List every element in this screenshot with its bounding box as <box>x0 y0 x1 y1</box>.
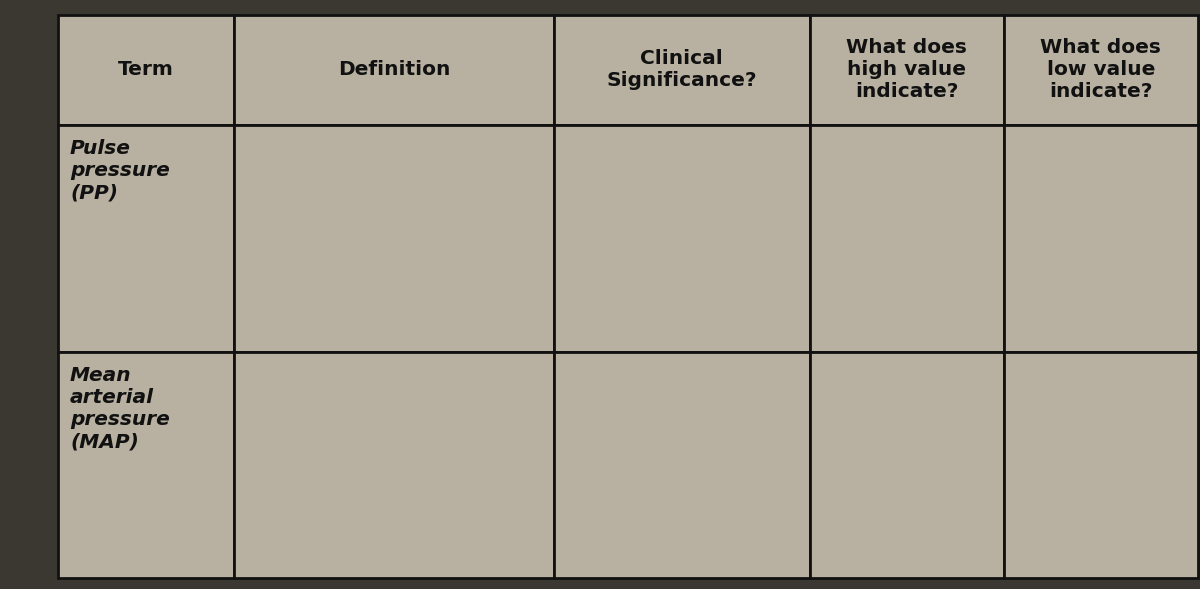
Bar <box>553 352 810 578</box>
Text: Term: Term <box>118 60 174 79</box>
Bar <box>1004 125 1198 352</box>
Bar <box>234 125 553 352</box>
Text: Mean
arterial
pressure
(MAP): Mean arterial pressure (MAP) <box>70 366 169 451</box>
Bar <box>810 125 1003 352</box>
Text: What does
low value
indicate?: What does low value indicate? <box>1040 38 1162 101</box>
Bar <box>1004 15 1198 125</box>
Bar <box>1004 352 1198 578</box>
Bar <box>553 125 810 352</box>
Bar <box>553 15 810 125</box>
Bar <box>234 15 553 125</box>
Text: Pulse
pressure
(PP): Pulse pressure (PP) <box>70 140 169 203</box>
Bar <box>234 352 553 578</box>
Bar <box>58 125 234 352</box>
Bar <box>58 15 234 125</box>
Bar <box>810 352 1003 578</box>
Bar <box>810 15 1003 125</box>
Bar <box>58 352 234 578</box>
Text: What does
high value
indicate?: What does high value indicate? <box>846 38 967 101</box>
Text: Definition: Definition <box>337 60 450 79</box>
Text: Clinical
Significance?: Clinical Significance? <box>606 49 757 90</box>
